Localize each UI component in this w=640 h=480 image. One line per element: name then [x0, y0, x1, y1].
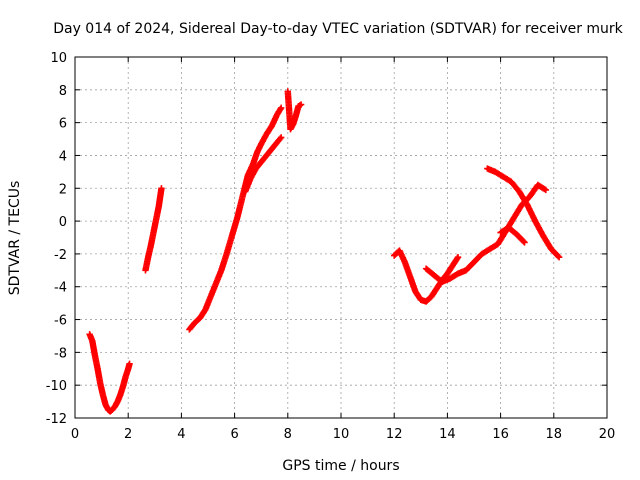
y-tick-label: 0	[59, 215, 67, 230]
data-series	[422, 181, 550, 286]
data-series	[142, 185, 165, 274]
data-point	[520, 238, 527, 245]
x-axis-label: GPS time / hours	[282, 458, 399, 474]
data-point	[297, 101, 305, 108]
y-tick-label: 10	[50, 51, 67, 66]
y-tick-label: -8	[54, 346, 67, 361]
x-tick-label: 2	[124, 427, 132, 442]
data-series	[242, 134, 285, 195]
x-tick-label: 18	[546, 427, 563, 442]
x-tick-label: 6	[230, 427, 238, 442]
data-series	[484, 165, 563, 261]
x-tick-label: 8	[284, 427, 292, 442]
y-tick-label: 6	[59, 117, 67, 132]
data-point	[126, 360, 133, 368]
grid	[75, 57, 607, 418]
axis-ticks: 0 2 4 6 8 10 12 14 16 18 20 -12 -10 -8 -6 -4 -2 0 2 4 6 8 10	[46, 51, 616, 442]
x-tick-label: 12	[386, 427, 403, 442]
data-point	[521, 239, 528, 246]
data-point	[555, 253, 563, 261]
data-point	[542, 186, 550, 194]
data-point	[277, 134, 285, 141]
data-series	[284, 88, 305, 133]
x-tick-label: 10	[333, 427, 350, 442]
data-points	[86, 88, 563, 415]
y-tick-label: 2	[59, 182, 67, 197]
y-tick-label: -4	[54, 281, 67, 296]
y-tick-label: -12	[46, 412, 67, 427]
x-tick-label: 14	[439, 427, 456, 442]
x-tick-label: 16	[492, 427, 509, 442]
data-series	[186, 104, 285, 333]
x-tick-label: 0	[71, 427, 79, 442]
y-tick-label: -2	[54, 248, 67, 263]
data-point	[276, 135, 284, 142]
x-tick-label: 20	[599, 427, 616, 442]
x-tick-label: 4	[177, 427, 185, 442]
y-axis-label: SDTVAR / TECUs	[7, 181, 23, 296]
data-point	[554, 252, 562, 260]
data-point	[454, 253, 462, 261]
y-tick-label: 4	[59, 149, 67, 164]
data-point	[158, 185, 165, 192]
data-series	[86, 331, 133, 415]
data-point	[541, 185, 548, 193]
data-point	[277, 104, 285, 112]
y-tick-label: -10	[46, 379, 67, 394]
data-point	[296, 102, 303, 109]
y-tick-label: -6	[54, 314, 67, 329]
y-tick-label: 8	[59, 84, 67, 99]
data-series	[497, 224, 528, 246]
chart-title: Day 014 of 2024, Sidereal Day-to-day VTE…	[53, 21, 623, 37]
